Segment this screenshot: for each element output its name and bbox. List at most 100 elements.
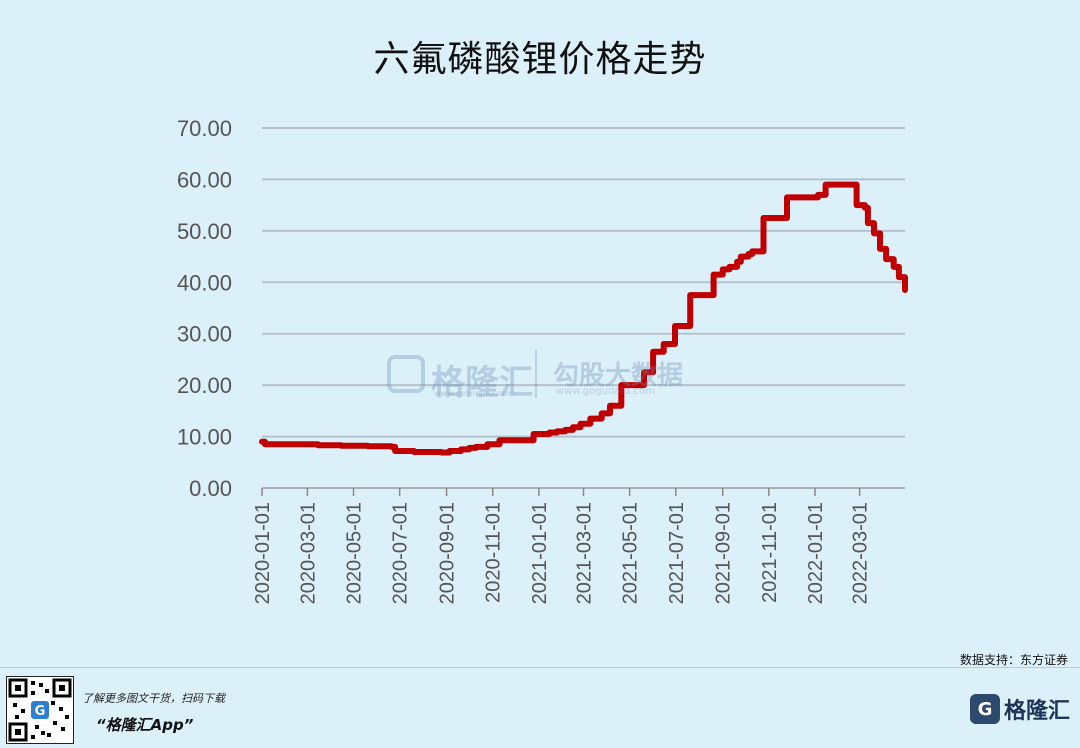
data-point [865,220,871,226]
data-point [784,194,790,200]
data-point [862,205,868,211]
data-point [315,442,321,448]
data-point [745,251,751,257]
data-point [497,437,503,443]
data-point [842,182,848,188]
x-tick-label: 2021-11-01 [759,502,781,603]
data-point [699,292,705,298]
data-point [562,427,568,433]
data-point [877,246,883,252]
data-point [672,323,678,329]
data-point [554,428,560,434]
x-tick-label: 2021-05-01 [620,502,642,604]
price-series-line [259,181,908,456]
watermark-g-icon [387,355,425,393]
data-point [515,437,521,443]
data-point [262,441,268,447]
x-tick-label: 2020-07-01 [390,502,412,604]
data-point [458,446,464,452]
footer-divider [0,667,1080,668]
data-point [711,272,717,278]
brand-logo-text: 格隆汇 [1004,699,1071,724]
data-point [891,264,897,270]
watermark-partner: 勾股大数据 [553,361,684,391]
data-point [484,441,490,447]
data-point [293,441,299,447]
x-tick-label: 2020-11-01 [483,502,505,603]
data-point [627,382,633,388]
data-point [607,403,613,409]
y-tick-label: 60.00 [177,167,232,192]
watermark-divider [535,350,537,398]
y-tick-labels: 0.00 10.00 20.00 30.00 40.00 50.00 60.00 70.00 [177,116,232,501]
svg-text:G: G [35,704,46,719]
data-point [338,443,344,449]
watermark-partner-url: www.gogudata.com [556,386,656,397]
x-tick-label: 2021-03-01 [574,502,596,604]
data-point [531,431,537,437]
data-point [838,182,844,188]
grid-lines [261,127,905,496]
data-point [720,266,726,272]
qr-code-image: G [8,678,72,742]
x-tick-label: 2020-03-01 [297,502,319,604]
y-tick-label: 20.00 [177,373,232,398]
data-point [815,192,821,198]
y-tick-label: 50.00 [177,219,232,244]
data-point [761,215,767,221]
x-tick-label: 2020-01-01 [252,502,274,604]
data-point [447,448,453,454]
x-tick-label: 2022-01-01 [805,502,827,604]
data-point [687,292,693,298]
chart-title: 六氟磷酸锂价格走势 [373,39,707,80]
data-point [871,230,877,236]
y-tick-label: 10.00 [177,425,232,450]
series-layer [259,181,908,456]
data-point [633,382,639,388]
data-point [438,450,444,456]
data-point [392,448,398,454]
y-tick-label: 70.00 [177,116,232,141]
data-point [902,287,908,293]
data-source: 数据支持：东方证券 [959,653,1068,667]
x-tick-label: 2020-09-01 [437,502,459,604]
data-point [546,429,552,435]
data-point [883,256,889,262]
data-point [365,443,371,449]
g-logo-icon: G [970,694,1000,724]
watermark-brand: 格隆汇 [431,363,533,403]
data-point [766,215,772,221]
data-point [854,202,860,208]
brand-logo: G 格隆汇 [970,693,1070,725]
data-point [661,341,667,347]
y-tick-label: 0.00 [189,476,232,501]
x-tick-label: 2022-03-01 [850,502,872,604]
watermark-brand-logo: 格隆汇 [387,355,533,404]
y-tick-label: 30.00 [177,322,232,347]
x-tick-labels: 2020-01-01 2020-03-01 2020-05-01 2020-07-01… [252,502,872,604]
promo-text: 了解更多图文干货，扫码下载 [82,692,225,705]
x-tick-label: 2020-05-01 [344,502,366,604]
data-point [650,349,656,355]
data-point [738,254,744,260]
data-point [734,259,740,265]
data-point [749,248,755,254]
data-point [570,424,576,430]
app-name: “格隆汇App” [96,716,194,734]
watermark-brand-url: www.gelonghui.com [434,389,515,398]
data-point [795,194,801,200]
y-tick-label: 40.00 [177,270,232,295]
data-point [423,449,429,455]
data-point [577,421,583,427]
data-point [776,215,782,221]
data-point [411,449,417,455]
x-tick-label: 2021-09-01 [713,502,735,604]
data-point [618,382,624,388]
x-tick-label: 2021-01-01 [529,502,551,604]
data-point [466,445,472,451]
data-point [823,182,829,188]
qr-code[interactable]: G [6,676,74,744]
data-point [726,264,732,270]
data-point [357,443,363,449]
data-point [641,369,647,375]
